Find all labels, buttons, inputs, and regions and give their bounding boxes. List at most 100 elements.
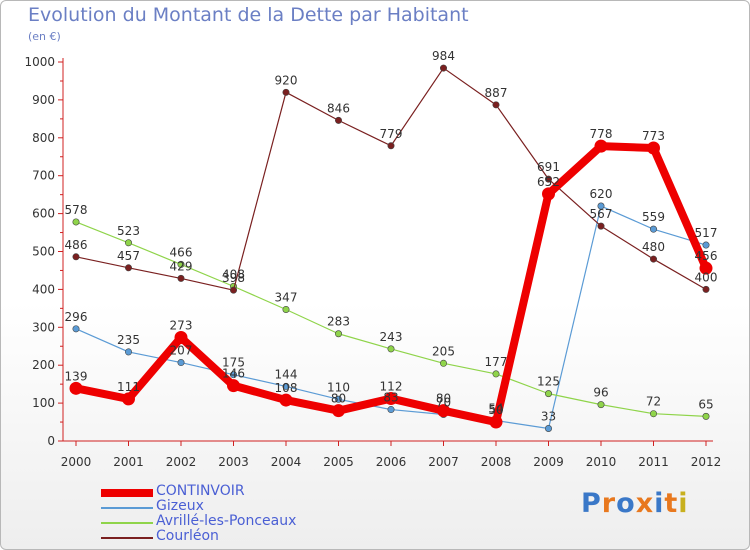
data-label: 54 — [488, 402, 503, 416]
data-label: 347 — [275, 290, 298, 304]
data-label: 243 — [380, 330, 403, 344]
data-label: 408 — [222, 267, 245, 281]
data-point — [699, 261, 713, 275]
data-label: 80 — [331, 392, 346, 406]
x-tick-label: 2006 — [376, 455, 407, 469]
data-point — [437, 404, 450, 418]
data-label: 456 — [695, 249, 718, 263]
data-point — [230, 286, 238, 294]
data-point — [227, 379, 240, 393]
y-tick-label: 0 — [47, 434, 55, 448]
data-point — [702, 412, 710, 420]
legend-swatch — [101, 536, 153, 539]
x-tick-label: 2011 — [638, 455, 669, 469]
logo-letter: o — [616, 488, 636, 519]
data-label: 139 — [65, 369, 88, 383]
data-point — [647, 141, 660, 155]
data-label: 779 — [380, 127, 403, 141]
logo-letter: t — [664, 488, 679, 519]
legend-swatch — [101, 506, 153, 509]
data-point — [384, 392, 398, 406]
chart-subtitle: (en €) — [28, 30, 61, 43]
x-tick-label: 2000 — [61, 455, 92, 469]
data-point — [125, 239, 133, 247]
data-label: 283 — [327, 315, 350, 329]
data-label: 920 — [275, 73, 298, 87]
data-point — [282, 88, 290, 96]
y-tick-label: 500 — [32, 245, 55, 259]
logo-letter: i — [654, 488, 665, 519]
logo-letter: x — [635, 488, 655, 519]
data-label: 846 — [327, 101, 350, 115]
data-label: 72 — [646, 395, 661, 409]
data-point — [702, 285, 710, 293]
data-point — [334, 395, 342, 403]
data-point — [544, 424, 552, 432]
data-point — [649, 225, 657, 233]
data-label: 578 — [65, 203, 88, 217]
data-point — [387, 142, 395, 150]
data-point — [387, 345, 395, 353]
data-point — [597, 222, 605, 230]
data-label: 80 — [436, 392, 451, 406]
x-tick-label: 2003 — [218, 455, 249, 469]
y-tick-label: 200 — [32, 358, 55, 372]
data-point — [69, 381, 83, 395]
data-label: 429 — [170, 259, 193, 273]
legend-swatch — [101, 488, 153, 497]
logo-letter: r — [601, 488, 617, 519]
data-point — [597, 202, 605, 210]
data-label: 83 — [383, 391, 398, 405]
data-point — [177, 260, 185, 268]
data-point — [544, 390, 552, 398]
data-label: 70 — [436, 395, 451, 409]
data-label: 984 — [432, 49, 455, 63]
data-label: 65 — [698, 397, 713, 411]
data-point — [72, 218, 80, 226]
data-point — [282, 382, 290, 390]
data-label: 111 — [117, 380, 140, 394]
legend-label: Gizeux — [156, 498, 204, 514]
data-label: 466 — [170, 245, 193, 259]
data-point — [122, 392, 135, 406]
data-label: 778 — [590, 127, 613, 141]
y-tick-label: 600 — [32, 207, 55, 221]
x-tick-label: 2012 — [691, 455, 722, 469]
data-label: 652 — [537, 175, 560, 189]
data-point — [332, 404, 345, 418]
chart-title: Evolution du Montant de la Dette par Hab… — [28, 4, 469, 26]
data-point — [542, 187, 555, 201]
data-point — [649, 255, 657, 263]
x-tick-label: 2005 — [323, 455, 354, 469]
data-label: 146 — [222, 367, 245, 381]
data-point — [72, 253, 80, 261]
data-label: 96 — [593, 386, 608, 400]
data-label: 887 — [485, 86, 508, 100]
data-point — [279, 393, 293, 407]
data-point — [230, 371, 238, 379]
data-label: 480 — [642, 240, 665, 254]
x-tick-label: 2008 — [481, 455, 512, 469]
proxiti-logo: Proxiti — [581, 488, 689, 519]
data-point — [334, 330, 342, 338]
data-label: 125 — [537, 375, 560, 389]
data-label: 207 — [170, 344, 193, 358]
data-point — [334, 116, 342, 124]
data-label: 296 — [65, 310, 88, 324]
data-point — [489, 415, 503, 429]
data-label: 144 — [275, 367, 298, 381]
data-point — [597, 401, 605, 409]
y-tick-label: 900 — [32, 93, 55, 107]
data-label: 773 — [642, 129, 665, 143]
legend-swatch — [101, 521, 153, 524]
data-point — [544, 175, 552, 183]
data-point — [125, 264, 133, 272]
data-point — [594, 139, 608, 153]
data-point — [72, 325, 80, 333]
x-tick-label: 2001 — [113, 455, 144, 469]
data-point — [492, 101, 500, 109]
data-label: 177 — [485, 355, 508, 369]
x-tick-label: 2009 — [533, 455, 564, 469]
